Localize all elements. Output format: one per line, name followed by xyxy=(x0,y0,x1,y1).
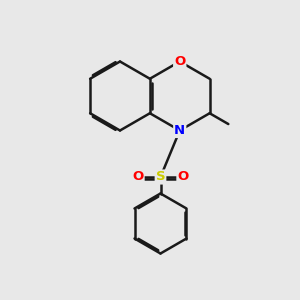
Text: O: O xyxy=(177,170,189,184)
Text: O: O xyxy=(174,55,185,68)
Text: S: S xyxy=(156,170,165,184)
Text: O: O xyxy=(132,170,144,184)
Text: N: N xyxy=(174,124,185,137)
